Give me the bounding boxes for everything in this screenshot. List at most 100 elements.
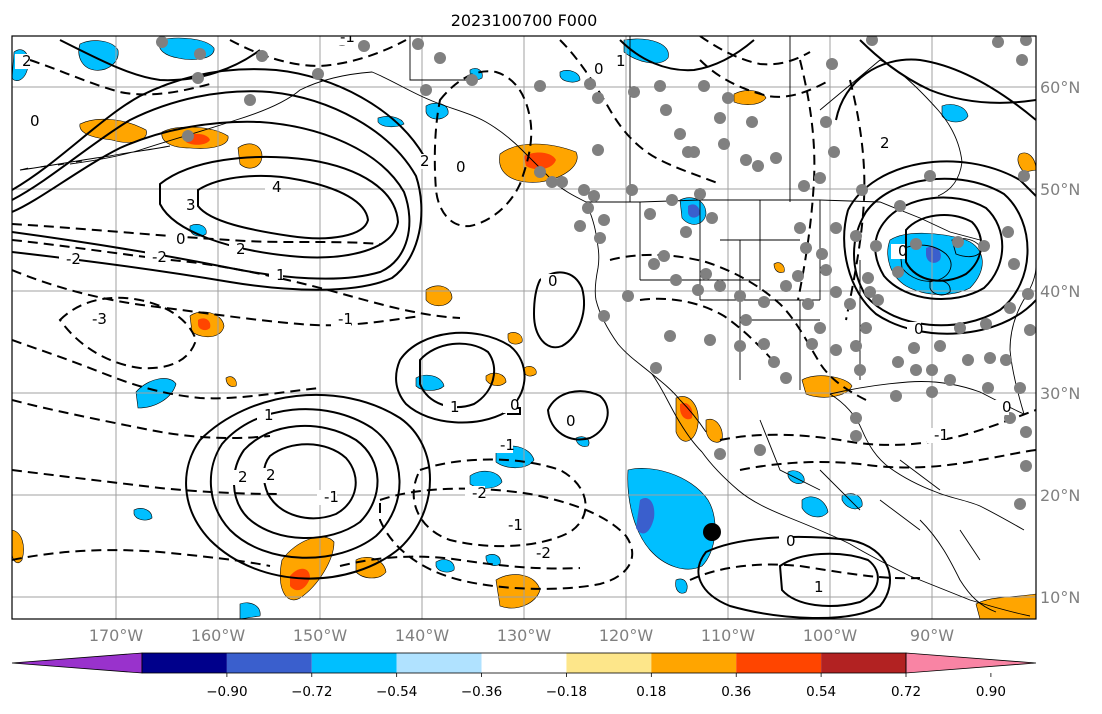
shade-patch <box>425 285 453 307</box>
station-marker <box>864 286 876 298</box>
neg-contour <box>739 449 1036 471</box>
station-marker <box>1018 170 1030 182</box>
contour-label: 0 <box>176 230 186 248</box>
station-marker <box>872 294 884 306</box>
contour-label-bg <box>465 486 485 501</box>
neg-contour <box>699 36 811 66</box>
station-marker <box>954 322 966 334</box>
station-marker <box>628 86 640 98</box>
colorbar-tick-label: 0.18 <box>636 684 666 700</box>
shade-patch <box>801 496 829 518</box>
contour-label: -2 <box>66 250 81 268</box>
neg-contour <box>412 458 587 548</box>
colorbar-bin <box>821 653 906 673</box>
station-marker <box>594 232 606 244</box>
station-marker <box>1014 498 1026 510</box>
station-marker <box>312 68 324 80</box>
station-marker <box>582 202 594 214</box>
station-marker <box>826 58 838 70</box>
station-markers <box>156 36 1036 510</box>
figure-title: 2023100700 F000 <box>451 11 598 30</box>
shade-patch <box>485 554 501 566</box>
contour-label-bg <box>145 250 165 265</box>
contour-label-bg <box>503 398 517 413</box>
colorbar-tick-label: −0.72 <box>291 684 332 700</box>
pos-contour <box>778 552 879 607</box>
colorbar-bin <box>396 653 482 673</box>
station-marker <box>648 258 660 270</box>
contour-label: 0 <box>594 60 604 78</box>
contour-label: -1 <box>340 28 355 46</box>
shade-patch <box>237 143 263 169</box>
contour-label-bg <box>873 136 887 151</box>
station-marker <box>844 298 856 310</box>
station-marker <box>1016 54 1028 66</box>
station-marker <box>924 170 936 182</box>
contour-label-bg <box>317 490 337 505</box>
pos-contour <box>619 39 755 72</box>
lat-label: 30°N <box>1040 384 1080 403</box>
neg-contour <box>12 339 321 400</box>
station-marker <box>182 130 194 142</box>
station-marker <box>660 104 672 116</box>
pos-contour <box>185 394 431 580</box>
colorbar-bin <box>651 653 737 673</box>
station-marker <box>952 236 964 248</box>
contour-label-bg <box>995 400 1009 415</box>
shade-patch <box>524 152 556 170</box>
station-marker <box>908 342 920 354</box>
contour-label-bg <box>449 160 463 175</box>
station-marker <box>688 146 700 158</box>
station-marker <box>830 222 842 234</box>
lon-label: 140°W <box>395 626 450 645</box>
contour-label: -2 <box>536 544 551 562</box>
latitude-labels: 60°N 50°N 40°N 30°N 20°N 10°N <box>1040 78 1080 607</box>
station-marker <box>658 250 670 262</box>
contour-label-bg <box>587 62 601 77</box>
shade-patch <box>239 602 261 619</box>
station-marker <box>798 180 810 192</box>
station-marker <box>894 200 906 212</box>
contour-label: 0 <box>1002 398 1012 416</box>
contour-label-bg <box>15 54 29 69</box>
contour-label-bg <box>23 114 37 129</box>
station-marker <box>194 48 206 60</box>
station-marker <box>466 74 478 86</box>
station-marker <box>704 334 716 346</box>
station-marker <box>758 296 770 308</box>
lon-label: 170°W <box>89 626 144 645</box>
pos-contour <box>12 120 411 280</box>
contour-label: 0 <box>898 242 908 260</box>
pos-contour <box>12 68 425 191</box>
station-marker <box>692 284 704 296</box>
baja-peninsula <box>651 373 707 453</box>
contour-label-bg <box>259 468 273 483</box>
contour-label-bg <box>609 54 623 69</box>
station-marker <box>814 322 826 334</box>
station-marker <box>1020 460 1032 472</box>
shade-patch <box>1017 152 1036 173</box>
station-marker <box>740 314 752 326</box>
station-marker <box>1024 324 1036 336</box>
station-marker <box>420 84 432 96</box>
station-marker <box>1008 258 1020 270</box>
lat-label: 40°N <box>1040 282 1080 301</box>
contour-label: -1 <box>500 436 515 454</box>
colorbar-tick-label: 0.36 <box>721 684 751 700</box>
shade-patch <box>941 104 969 123</box>
station-marker <box>734 340 746 352</box>
contour-label: -2 <box>152 248 167 266</box>
station-marker <box>816 248 828 260</box>
neg-contour <box>12 269 421 327</box>
station-marker <box>820 264 832 276</box>
shade-patch <box>12 529 24 564</box>
neg-contour <box>12 469 281 495</box>
station-marker <box>934 340 946 352</box>
contour-label-bg <box>331 312 351 327</box>
pos-contour <box>262 443 357 520</box>
station-marker <box>1004 302 1016 314</box>
colorbar-bin <box>566 653 652 673</box>
neg-contour <box>699 59 831 98</box>
